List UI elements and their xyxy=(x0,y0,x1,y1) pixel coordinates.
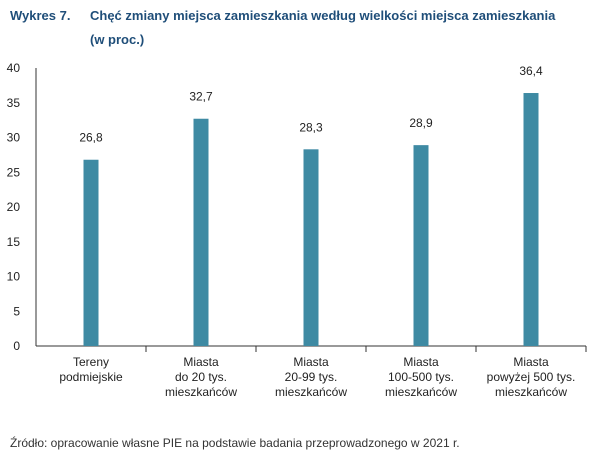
source-note: Źródło: opracowanie własne PIE na podsta… xyxy=(10,436,460,450)
x-category-label-line: Miasta xyxy=(513,355,549,369)
chart-title: Chęć zmiany miejsca zamieszkania według … xyxy=(90,8,556,23)
y-tick-label: 20 xyxy=(7,200,21,214)
bar xyxy=(303,149,319,346)
x-category-label-line: mieszkańców xyxy=(275,385,347,399)
bar xyxy=(193,118,209,346)
x-category-label: Miasta 100-500 tys. mieszkańców xyxy=(385,355,457,399)
x-category-label-line: podmiejskie xyxy=(59,370,123,384)
x-category-label-line: powyżej 500 tys. xyxy=(487,370,576,384)
y-tick-label: 15 xyxy=(7,235,21,249)
chart-title-unit: (w proc.) xyxy=(90,32,145,47)
y-tick-label: 40 xyxy=(7,61,21,75)
bar xyxy=(523,93,539,347)
y-tick-label: 35 xyxy=(7,96,21,110)
x-category-label-line: Miasta xyxy=(293,355,329,369)
bar-value-label: 26,8 xyxy=(79,131,103,145)
chart-header: Wykres 7. Chęć zmiany miejsca zamieszkan… xyxy=(10,6,595,50)
bar xyxy=(413,145,429,346)
x-category-label: Miasta do 20 tys. mieszkańców xyxy=(165,355,237,399)
chart-number-label: Wykres 7. xyxy=(10,8,71,23)
x-category-label-line: do 20 tys. xyxy=(175,370,227,384)
bar-value-label: 28,3 xyxy=(299,120,323,134)
bar xyxy=(83,159,99,346)
y-tick-label: 10 xyxy=(7,270,21,284)
x-category-label-line: mieszkańców xyxy=(495,385,567,399)
y-tick-label: 0 xyxy=(13,339,20,353)
x-category-label: Miasta 20-99 tys. mieszkańców xyxy=(275,355,347,399)
x-category-label-line: Miasta xyxy=(183,355,219,369)
x-category-label-line: Tereny xyxy=(73,355,109,369)
x-category-label: Miasta powyżej 500 tys. mieszkańców xyxy=(487,355,576,399)
y-tick-label: 5 xyxy=(13,304,20,318)
x-category-label-line: mieszkańców xyxy=(385,385,457,399)
x-category-label: Tereny podmiejskie xyxy=(59,355,123,384)
x-category-label-line: 100-500 tys. xyxy=(388,370,454,384)
bar-value-label: 28,9 xyxy=(409,116,433,130)
y-tick-label: 30 xyxy=(7,131,21,145)
x-category-label-line: Miasta xyxy=(403,355,439,369)
x-category-label-line: mieszkańców xyxy=(165,385,237,399)
bar-value-label: 36,4 xyxy=(519,64,543,78)
y-tick-label: 25 xyxy=(7,165,21,179)
bar-value-label: 32,7 xyxy=(189,90,213,104)
x-category-label-line: 20-99 tys. xyxy=(285,370,338,384)
